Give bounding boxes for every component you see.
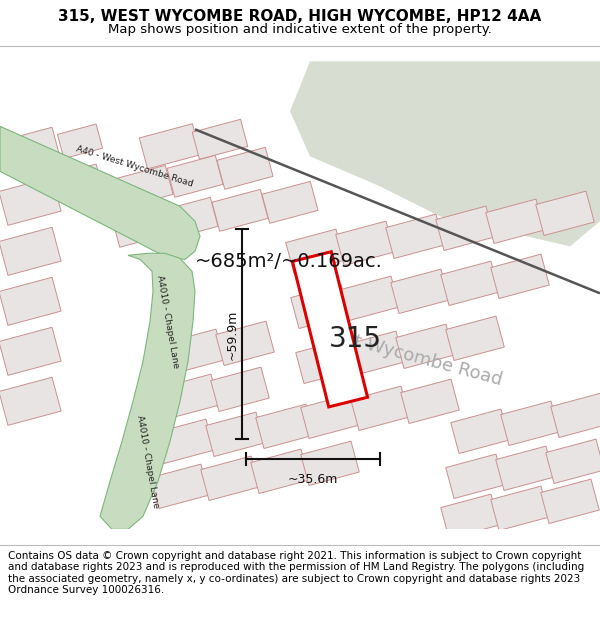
Polygon shape: [301, 441, 359, 486]
Polygon shape: [290, 61, 600, 246]
Polygon shape: [139, 124, 201, 169]
Polygon shape: [391, 269, 449, 314]
Polygon shape: [536, 191, 594, 236]
Polygon shape: [0, 127, 61, 176]
Polygon shape: [292, 252, 368, 407]
Polygon shape: [486, 199, 544, 244]
Polygon shape: [491, 254, 549, 299]
Polygon shape: [491, 486, 549, 531]
Polygon shape: [0, 177, 61, 226]
Polygon shape: [296, 339, 354, 384]
Polygon shape: [396, 324, 454, 369]
Polygon shape: [286, 229, 344, 274]
Polygon shape: [341, 276, 399, 321]
Polygon shape: [291, 284, 349, 329]
Polygon shape: [217, 148, 273, 189]
Polygon shape: [0, 228, 61, 276]
Polygon shape: [167, 156, 223, 198]
Polygon shape: [496, 446, 554, 491]
Polygon shape: [58, 164, 103, 199]
Polygon shape: [346, 331, 404, 376]
Text: A4010 - Chapel Lane: A4010 - Chapel Lane: [155, 274, 181, 369]
Text: ~35.6m: ~35.6m: [288, 473, 338, 486]
Polygon shape: [501, 401, 559, 446]
Polygon shape: [386, 214, 444, 259]
Polygon shape: [206, 412, 264, 456]
Polygon shape: [156, 419, 214, 464]
Polygon shape: [161, 374, 219, 419]
Polygon shape: [256, 404, 314, 449]
Polygon shape: [446, 454, 504, 499]
Polygon shape: [212, 189, 268, 231]
Text: A40 - West Wycombe Road: A40 - West Wycombe Road: [75, 144, 194, 188]
Text: ~685m²/~0.169ac.: ~685m²/~0.169ac.: [195, 252, 383, 271]
Polygon shape: [0, 278, 61, 326]
Polygon shape: [211, 367, 269, 411]
Polygon shape: [546, 439, 600, 484]
Text: 315: 315: [329, 325, 382, 353]
Polygon shape: [117, 166, 173, 208]
Text: A4010 - Chapel Lane: A4010 - Chapel Lane: [136, 414, 161, 509]
Polygon shape: [401, 379, 459, 424]
Polygon shape: [162, 198, 218, 239]
Polygon shape: [251, 449, 309, 494]
Polygon shape: [441, 494, 499, 539]
Polygon shape: [151, 464, 209, 509]
Polygon shape: [441, 261, 499, 306]
Text: West Wycombe Road: West Wycombe Road: [316, 323, 504, 389]
Polygon shape: [166, 329, 224, 374]
Polygon shape: [301, 394, 359, 439]
Polygon shape: [58, 124, 103, 159]
Polygon shape: [351, 386, 409, 431]
Polygon shape: [446, 316, 504, 361]
Text: 315, WEST WYCOMBE ROAD, HIGH WYCOMBE, HP12 4AA: 315, WEST WYCOMBE ROAD, HIGH WYCOMBE, HP…: [58, 9, 542, 24]
Polygon shape: [100, 253, 195, 529]
Polygon shape: [262, 181, 318, 223]
Polygon shape: [201, 456, 259, 501]
Polygon shape: [192, 119, 248, 159]
Text: ~59.9m: ~59.9m: [226, 309, 239, 359]
Polygon shape: [0, 328, 61, 376]
Text: Contains OS data © Crown copyright and database right 2021. This information is : Contains OS data © Crown copyright and d…: [8, 551, 584, 596]
Polygon shape: [541, 479, 599, 524]
Polygon shape: [112, 206, 168, 248]
Text: Map shows position and indicative extent of the property.: Map shows position and indicative extent…: [108, 24, 492, 36]
Polygon shape: [216, 321, 274, 366]
Polygon shape: [551, 393, 600, 438]
Polygon shape: [0, 126, 200, 259]
Polygon shape: [451, 409, 509, 454]
Polygon shape: [336, 221, 394, 266]
Polygon shape: [436, 206, 494, 251]
Polygon shape: [0, 378, 61, 426]
